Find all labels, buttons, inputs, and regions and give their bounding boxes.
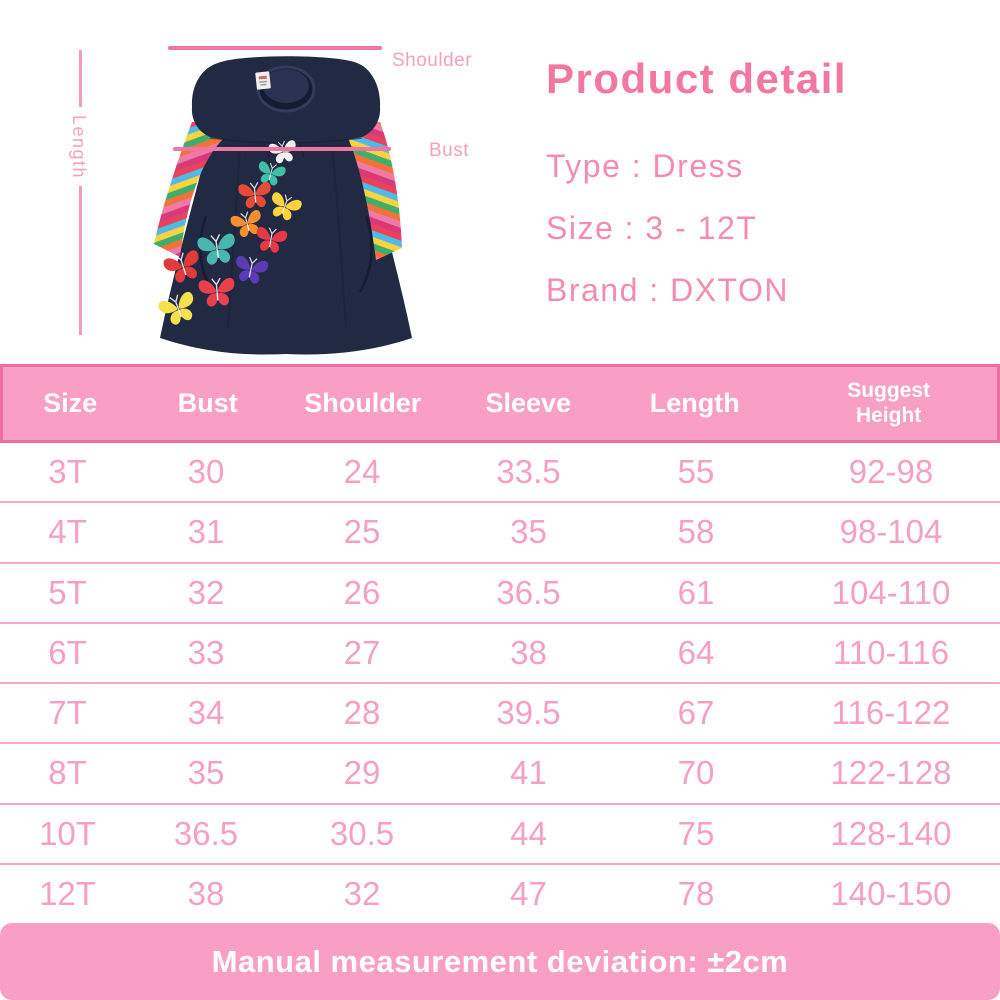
puff-hem-right [346, 107, 381, 140]
table-row: 10T 36.5 30.5 44 75 128-140 [0, 805, 1000, 865]
table-cell: 6T [48, 633, 87, 671]
table-cell: 78 [677, 874, 715, 912]
table-cell: 24 [343, 453, 381, 491]
table-cell: 32 [187, 573, 225, 611]
table-cell: 3T [48, 453, 87, 491]
table-cell: 92-98 [848, 453, 934, 491]
table-cell: 30.5 [329, 814, 395, 852]
table-cell: 41 [510, 754, 547, 792]
header-shoulder: Shoulder [304, 388, 422, 418]
header-size: Size [43, 388, 98, 418]
table-cell: 12T [39, 874, 96, 912]
table-cell: 26 [343, 573, 381, 611]
table-cell: 38 [187, 874, 225, 912]
table-row: 12T 38 32 47 78 140-150 [0, 865, 1000, 923]
table-cell: 47 [510, 874, 547, 912]
table-row: 3T 30 24 33.5 55 92-98 [0, 443, 1000, 504]
table-cell: 44 [510, 814, 547, 852]
table-row: 5T 32 26 36.5 61 104-110 [0, 564, 1000, 624]
table-cell: 29 [343, 754, 381, 792]
table-cell: 33 [187, 633, 225, 671]
table-cell: 39.5 [496, 694, 561, 732]
table-cell: 35 [187, 754, 225, 792]
table-cell: 128-140 [830, 814, 952, 852]
puff-hem-left [191, 107, 226, 140]
table-cell: 4T [48, 513, 87, 551]
table-cell: 140-150 [830, 874, 952, 912]
table-cell: 36.5 [173, 814, 239, 852]
length-measure-label: Length [69, 115, 89, 180]
rainbow-sleeve-right [348, 122, 402, 260]
table-cell: 75 [677, 814, 715, 852]
table-cell: 34 [187, 694, 225, 732]
table-cell: 35 [510, 513, 547, 551]
table-cell: 27 [343, 633, 381, 671]
table-cell: 31 [187, 513, 225, 551]
table-cell: 8T [48, 754, 87, 792]
product-type-line: Type : Dress [546, 148, 744, 184]
table-cell: 5T [48, 573, 87, 611]
table-cell: 30 [187, 453, 225, 491]
table-cell: 70 [677, 754, 715, 792]
rainbow-sleeve-left [154, 122, 224, 257]
table-row: 7T 34 28 39.5 67 116-122 [0, 684, 1000, 745]
table-cell: 64 [677, 633, 715, 671]
bust-measure-line [173, 147, 391, 151]
product-brand-line: Brand : DXTON [546, 272, 789, 308]
table-cell: 28 [343, 694, 381, 732]
table-cell: 58 [677, 513, 715, 551]
table-cell: 98-104 [839, 513, 943, 551]
shoulder-measure-line [168, 46, 382, 50]
table-cell: 33.5 [496, 453, 561, 491]
size-table-body: 3T 30 24 33.5 55 92-98 4T 31 25 35 58 98-104 5T 32 26 3… [0, 443, 1000, 923]
header-suggest-height: Suggest Height [847, 379, 931, 427]
table-row: 4T 31 25 35 58 98-104 [0, 503, 1000, 564]
size-table-header: Size Bust Shoulder Sleeve Length Suggest… [0, 364, 1000, 443]
table-cell: 116-122 [831, 694, 951, 732]
shoulder-measure-label: Shoulder [392, 50, 473, 71]
length-measure-line-top [79, 50, 82, 107]
dress-illustration: Shoulder Bust Length [0, 0, 540, 362]
bust-measure-label: Bust [429, 140, 470, 161]
measurement-note-bar: Manual measurement deviation: ±2cm [0, 923, 1000, 1000]
neck-tag [255, 71, 271, 90]
table-cell: 32 [343, 874, 381, 912]
table-cell: 61 [677, 573, 715, 611]
table-row: 6T 33 27 38 64 110-116 [0, 624, 1000, 684]
table-cell: 36.5 [496, 573, 561, 611]
neck-inner [263, 69, 309, 103]
table-cell: 25 [343, 513, 381, 551]
table-cell: 110-116 [832, 633, 950, 671]
table-cell: 67 [677, 694, 715, 732]
header-sleeve: Sleeve [485, 388, 572, 418]
product-details: Product detail Type : Dress Size : 3 - 1… [546, 55, 986, 336]
table-cell: 104-110 [831, 573, 951, 611]
product-size-line: Size : 3 - 12T [546, 210, 758, 246]
table-cell: 38 [510, 633, 547, 671]
page-title: Product detail [546, 55, 848, 102]
table-cell: 55 [677, 453, 715, 491]
header-length: Length [649, 388, 740, 418]
measurement-note-text: Manual measurement deviation: ±2cm [211, 943, 789, 979]
table-row: 8T 35 29 41 70 122-128 [0, 744, 1000, 805]
table-cell: 7T [48, 694, 87, 732]
table-cell: 122-128 [830, 754, 952, 792]
header-bust: Bust [177, 388, 238, 418]
dress-body-shape [160, 56, 412, 355]
table-cell: 10T [39, 814, 96, 852]
dress-image [154, 56, 412, 355]
length-measure-line-bottom [79, 186, 82, 335]
pocket-right [358, 215, 374, 293]
